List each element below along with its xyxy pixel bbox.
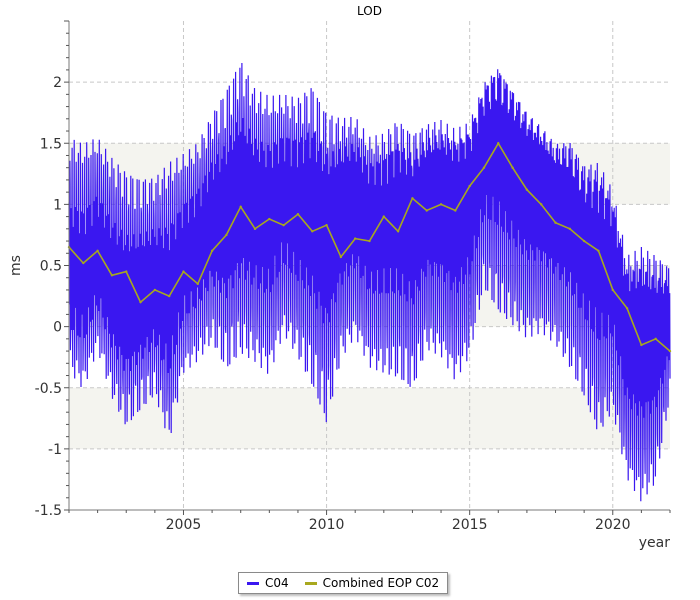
legend-swatch-c04	[247, 581, 259, 585]
c02-point	[568, 227, 572, 231]
c02-point	[282, 223, 285, 227]
c02-point	[210, 249, 214, 253]
c02-point	[439, 203, 443, 206]
y-tick-label: -0.5	[35, 381, 62, 397]
c02-point	[540, 203, 543, 206]
y-tick-label: -1	[48, 442, 62, 458]
c02-point	[511, 166, 514, 169]
c02-point	[554, 221, 557, 224]
c02-point	[396, 230, 400, 233]
y-tick-label: 2	[53, 75, 62, 91]
c02-point	[182, 270, 185, 273]
legend-item-c04: C04	[247, 576, 289, 590]
c02-point	[368, 239, 371, 243]
chart-title: LOD	[357, 4, 382, 18]
c02-point	[139, 300, 142, 304]
y-tick-label: 0.5	[40, 259, 62, 275]
legend-label-combined-eop-c02: Combined EOP C02	[322, 576, 440, 590]
legend-item-c02: Combined EOP C02	[304, 576, 440, 590]
c02-point	[96, 249, 99, 253]
c02-point	[82, 261, 85, 265]
y-tick-label: 1	[53, 197, 62, 213]
c02-point	[268, 217, 271, 221]
x-tick-label: 2005	[166, 517, 202, 533]
c02-point	[625, 307, 629, 310]
c02-point	[597, 249, 600, 253]
c02-point	[611, 288, 614, 292]
y-tick-label: 0	[53, 320, 62, 336]
x-tick-label: 2010	[309, 517, 345, 533]
c02-point	[454, 209, 457, 212]
x-tick-label: 2020	[595, 517, 631, 533]
c02-point	[525, 188, 529, 191]
x-axis-ticks: 2005 2010 2015 2020	[68, 510, 671, 533]
c02-point	[125, 270, 128, 273]
c02-point	[353, 237, 357, 240]
legend: C04 Combined EOP C02	[238, 572, 449, 594]
c02-point	[411, 197, 414, 200]
c02-point	[110, 274, 114, 277]
c02-point	[497, 142, 500, 145]
y-tick-label: -1.5	[35, 503, 62, 519]
y-tick-label: 1.5	[40, 136, 62, 152]
c02-point	[668, 349, 672, 353]
c02-point	[325, 223, 328, 227]
c02-point	[253, 227, 257, 231]
legend-label-c04: C04	[265, 576, 289, 590]
x-tick-label: 2015	[452, 517, 488, 533]
c02-point	[654, 337, 657, 341]
x-axis-label: year	[639, 535, 670, 551]
c02-point	[239, 205, 242, 209]
c02-point	[225, 233, 228, 237]
c02-point	[296, 212, 300, 216]
c02-point	[640, 343, 643, 347]
c02-point	[153, 288, 157, 292]
series-combined-eop-c02	[67, 141, 672, 353]
c02-point	[339, 255, 343, 259]
y-axis-label: ms	[8, 255, 24, 276]
y-axis-ticks: -1.5 -1 -0.5 0 0.5 1 1.5 2	[35, 20, 69, 519]
c02-point	[382, 215, 386, 218]
c02-point	[468, 184, 471, 188]
c02-point	[196, 282, 199, 286]
legend-swatch-combined-eop-c02	[304, 581, 317, 585]
c02-point	[425, 209, 428, 212]
c02-point	[582, 239, 586, 243]
c02-point	[482, 166, 486, 169]
c02-point	[311, 230, 314, 233]
c02-point	[167, 294, 171, 298]
